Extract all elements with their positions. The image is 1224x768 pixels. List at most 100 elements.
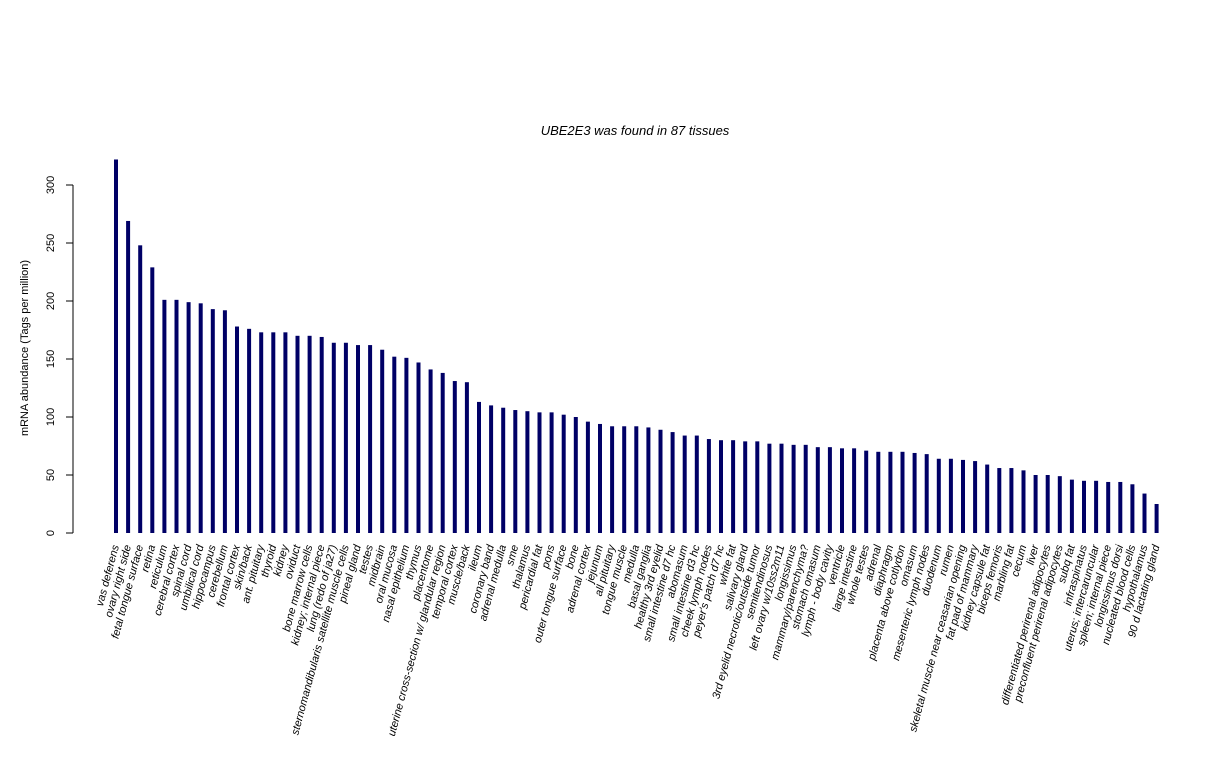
bar — [259, 332, 264, 533]
bar — [150, 267, 155, 533]
bar — [235, 326, 239, 533]
bar — [319, 336, 324, 533]
y-tick-label: 250 — [45, 234, 57, 252]
bar — [731, 440, 736, 533]
bar — [1033, 475, 1038, 533]
chart-title: UBE2E3 was found in 87 tissues — [541, 123, 730, 138]
bar — [380, 349, 385, 533]
bar — [912, 452, 917, 533]
bar — [331, 342, 336, 533]
bar — [1154, 504, 1159, 533]
bar — [1045, 475, 1050, 533]
bar — [622, 426, 627, 533]
bar — [222, 310, 227, 533]
bar — [585, 421, 590, 533]
y-tick-label: 100 — [45, 408, 57, 426]
x-tick-label: liver — [1025, 542, 1042, 566]
bar — [452, 381, 457, 533]
bar — [670, 432, 675, 533]
bar — [186, 302, 191, 533]
bar — [1057, 476, 1062, 533]
bar — [368, 345, 373, 533]
bar — [864, 450, 869, 533]
bar — [440, 372, 445, 533]
bar — [295, 335, 300, 533]
bar — [525, 411, 530, 533]
bar — [997, 468, 1002, 533]
bar — [598, 423, 602, 533]
bar — [961, 459, 965, 533]
bar — [973, 461, 978, 533]
bar — [610, 426, 615, 533]
bars — [114, 159, 1159, 534]
bar — [948, 458, 953, 533]
y-tick-label: 0 — [45, 530, 57, 536]
bar — [138, 245, 143, 533]
bar — [1069, 479, 1074, 533]
bar — [743, 441, 748, 533]
bar — [755, 441, 760, 533]
y-tick-label: 50 — [45, 469, 57, 481]
bar — [779, 443, 784, 533]
bar — [549, 412, 554, 533]
bar — [767, 443, 772, 533]
bar — [1106, 481, 1111, 533]
y-tick-label: 150 — [45, 350, 57, 368]
bar — [1118, 481, 1123, 533]
y-axis: 0 50 100 150 200 250 300 — [45, 176, 74, 536]
bar — [283, 332, 288, 533]
bar — [573, 417, 578, 533]
bar — [247, 328, 252, 533]
bar — [307, 335, 312, 533]
bar — [827, 447, 832, 533]
bar — [658, 429, 663, 533]
bar — [706, 439, 711, 533]
bar — [852, 448, 857, 533]
bar — [646, 427, 651, 533]
bar — [174, 299, 179, 533]
bar — [114, 159, 118, 534]
bar — [791, 444, 796, 533]
bar — [489, 405, 494, 533]
bar — [1009, 468, 1014, 533]
y-axis-label: mRNA abundance (Tags per million) — [19, 260, 31, 436]
bar — [1094, 480, 1099, 533]
bar — [815, 447, 820, 533]
bar — [634, 426, 639, 533]
bar — [404, 357, 409, 533]
bar — [840, 448, 844, 533]
bar — [513, 410, 518, 533]
bar — [343, 342, 348, 533]
bar — [537, 412, 542, 533]
bar — [561, 414, 566, 533]
bar — [198, 303, 203, 533]
bar — [985, 464, 990, 533]
y-tick-label: 200 — [45, 292, 57, 310]
bar — [428, 369, 433, 533]
bar — [924, 454, 929, 533]
bar — [126, 220, 131, 533]
bar — [682, 435, 687, 533]
y-tick-label: 300 — [45, 176, 57, 194]
x-tick-label: sme — [504, 544, 521, 567]
bar — [719, 440, 723, 533]
bar — [501, 407, 506, 533]
bar — [1130, 484, 1135, 533]
bar — [803, 444, 808, 533]
bar — [900, 451, 905, 533]
bar — [464, 382, 469, 533]
bar — [162, 299, 167, 533]
bar — [356, 345, 360, 533]
bar — [271, 332, 276, 533]
bar — [392, 356, 397, 533]
bar — [1142, 493, 1147, 533]
bar — [416, 362, 421, 533]
bar — [888, 451, 893, 533]
bar — [1021, 470, 1026, 533]
bar — [1082, 480, 1086, 533]
bar — [876, 451, 881, 533]
bar — [694, 435, 699, 533]
bar — [936, 458, 941, 533]
